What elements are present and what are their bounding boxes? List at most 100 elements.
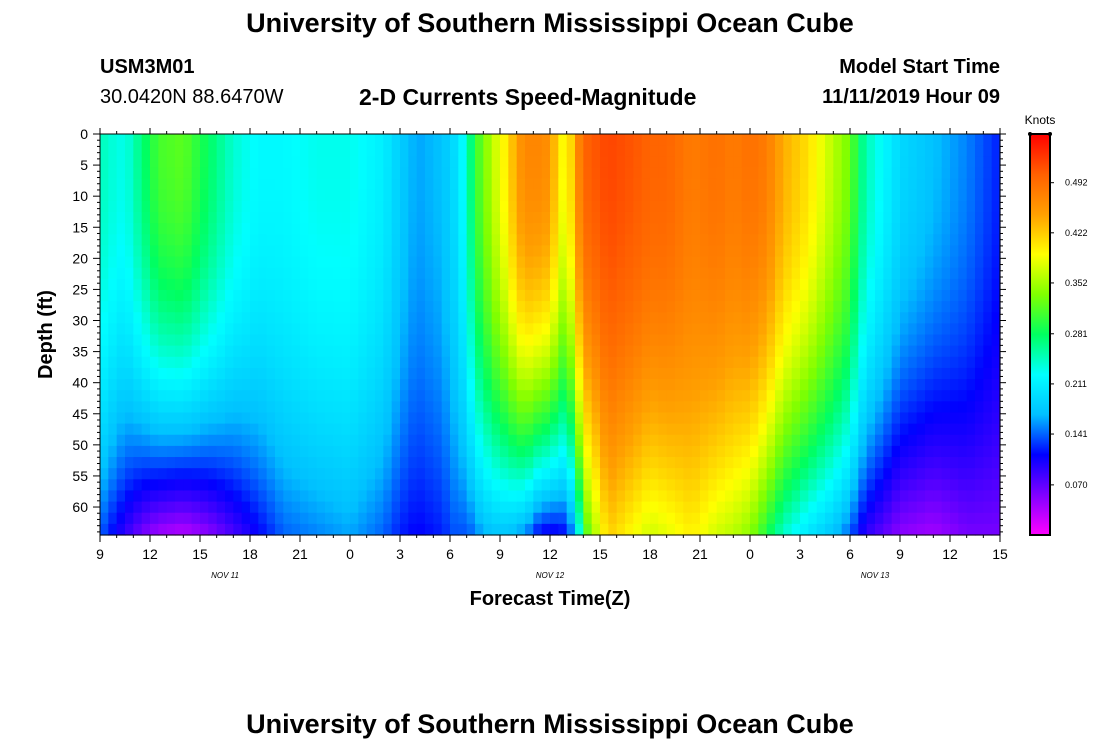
heatmap-cell xyxy=(850,379,859,391)
heatmap-cell xyxy=(508,278,518,291)
heatmap-cell xyxy=(416,267,426,280)
heatmap-cell xyxy=(725,512,734,525)
heatmap-cell xyxy=(191,234,201,246)
heatmap-cell xyxy=(941,412,951,425)
heatmap-cell xyxy=(775,468,784,480)
heatmap-cell xyxy=(291,178,301,191)
heatmap-cell xyxy=(183,423,193,436)
heatmap-cell xyxy=(625,457,634,469)
heatmap-cell xyxy=(975,501,984,514)
heatmap-cell xyxy=(700,345,709,358)
heatmap-cell xyxy=(400,312,409,324)
heatmap-cell xyxy=(850,167,859,180)
heatmap-cell xyxy=(733,434,743,447)
heatmap-cell xyxy=(225,301,234,313)
heatmap-cell xyxy=(941,479,951,492)
heatmap-cell xyxy=(300,490,309,503)
heatmap-cell xyxy=(116,468,126,480)
heatmap-cell xyxy=(808,379,818,391)
heatmap-cell xyxy=(191,267,201,280)
heatmap-cell xyxy=(916,345,926,358)
heatmap-cell xyxy=(333,490,343,503)
heatmap-cell xyxy=(691,289,701,302)
heatmap-cell xyxy=(716,245,726,258)
heatmap-cell xyxy=(333,256,343,269)
heatmap-cell xyxy=(808,323,818,336)
heatmap-cell xyxy=(683,512,693,525)
heatmap-cell xyxy=(741,323,751,336)
heatmap-cell xyxy=(666,156,676,169)
heatmap-cell xyxy=(858,323,868,336)
heatmap-cell xyxy=(116,457,126,469)
heatmap-cell xyxy=(616,434,626,447)
heatmap-cell xyxy=(866,223,876,235)
heatmap-cell xyxy=(591,479,601,492)
heatmap-cell xyxy=(400,223,409,235)
heatmap-cell xyxy=(358,178,368,191)
heatmap-cell xyxy=(416,301,426,313)
heatmap-cell xyxy=(825,423,834,436)
heatmap-cell xyxy=(150,479,159,492)
heatmap-cell xyxy=(241,145,251,157)
heatmap-cell xyxy=(358,278,368,291)
heatmap-cell xyxy=(141,334,151,347)
heatmap-cell xyxy=(850,234,859,246)
heatmap-cell xyxy=(125,167,134,180)
heatmap-cell xyxy=(966,234,976,246)
heatmap-cell xyxy=(391,356,401,369)
heatmap-cell xyxy=(216,245,226,258)
heatmap-cell xyxy=(283,445,293,458)
heatmap-cell xyxy=(975,223,984,235)
heatmap-cell xyxy=(725,401,734,414)
heatmap-cell xyxy=(366,501,376,514)
heatmap-cell xyxy=(383,434,393,447)
heatmap-cell xyxy=(666,423,676,436)
heatmap-cell xyxy=(641,379,651,391)
heatmap-cell xyxy=(941,468,951,480)
heatmap-cell xyxy=(783,178,793,191)
heatmap-cell xyxy=(500,301,509,313)
heatmap-cell xyxy=(158,234,168,246)
heatmap-cell xyxy=(241,367,251,380)
heatmap-cell xyxy=(175,379,184,391)
heatmap-cell xyxy=(825,379,834,391)
heatmap-cell xyxy=(391,434,401,447)
heatmap-cell xyxy=(733,289,743,302)
heatmap-cell xyxy=(333,189,343,202)
heatmap-cell xyxy=(800,401,809,414)
heatmap-cell xyxy=(233,167,243,180)
heatmap-cell xyxy=(575,334,584,347)
heatmap-cell xyxy=(733,345,743,358)
heatmap-cell xyxy=(575,401,584,414)
heatmap-cell xyxy=(791,189,801,202)
heatmap-cell xyxy=(675,401,684,414)
heatmap-cell xyxy=(308,457,318,469)
heatmap-cell xyxy=(300,501,309,514)
heatmap-cell xyxy=(950,468,959,480)
heatmap-cell xyxy=(316,479,326,492)
heatmap-cell xyxy=(458,145,468,157)
heatmap-cell xyxy=(475,490,484,503)
heatmap-cell xyxy=(833,379,843,391)
heatmap-cell xyxy=(575,267,584,280)
heatmap-cell xyxy=(650,267,659,280)
heatmap-cell xyxy=(241,490,251,503)
heatmap-cell xyxy=(966,401,976,414)
heatmap-cell xyxy=(266,134,276,146)
heatmap-cell xyxy=(200,479,209,492)
heatmap-cell xyxy=(875,490,884,503)
heatmap-cell xyxy=(450,445,459,458)
heatmap-cell xyxy=(816,278,826,291)
heatmap-cell xyxy=(241,501,251,514)
heatmap-cell xyxy=(541,167,551,180)
heatmap-cell xyxy=(283,512,293,525)
heatmap-cell xyxy=(733,278,743,291)
heatmap-cell xyxy=(583,401,593,414)
heatmap-cell xyxy=(416,145,426,157)
heatmap-cell xyxy=(341,379,351,391)
heatmap-cell xyxy=(608,167,618,180)
heatmap-cell xyxy=(341,367,351,380)
heatmap-cell xyxy=(775,223,784,235)
heatmap-cell xyxy=(366,211,376,224)
heatmap-cell xyxy=(566,367,576,380)
